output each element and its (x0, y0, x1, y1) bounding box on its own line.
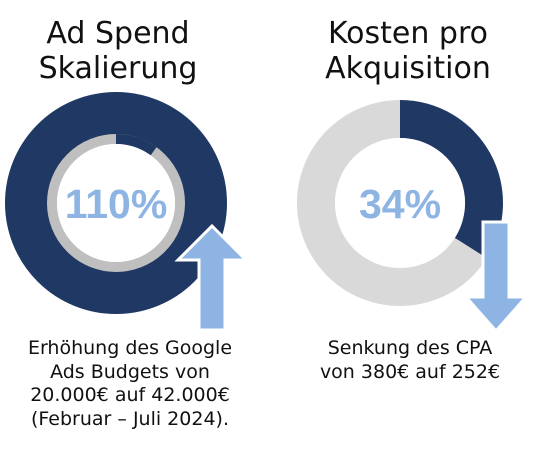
center-value-label: 110% (65, 181, 168, 227)
chart-title-line: Ad Spend (46, 16, 190, 51)
chart-title-line: Skalierung (38, 51, 198, 86)
caption-line: von 380€ auf 252€ (319, 360, 501, 383)
caption-line: Ads Budgets von (50, 360, 210, 383)
outer-ring-ad-spend (5, 92, 227, 314)
caption-line: (Februar – Juli 2024). (31, 407, 229, 430)
arrow-up-icon (174, 223, 250, 332)
center-value-label: 34% (359, 181, 441, 227)
caption-line: Erhöhung des Google (27, 337, 233, 359)
caption-cpa: Senkung des CPA von 380€ auf 252€ (298, 337, 522, 384)
caption-line: 20.000€ auf 42.000€ (30, 384, 230, 406)
donut-chart-cpa: 34% (297, 100, 503, 306)
caption-line: Senkung des CPA (327, 337, 493, 359)
outer-ring-slice (400, 100, 503, 259)
chart-title-cpa: Kosten pro Akquisition (296, 16, 520, 86)
donut-chart-ad-spend: 110% (5, 92, 227, 314)
arrow-down-icon (462, 220, 530, 334)
caption-ad-spend: Erhöhung des Google Ads Budgets von 20.0… (0, 337, 260, 431)
inner-ring-slice (115, 134, 157, 156)
chart-title-line: Kosten pro (327, 16, 488, 51)
donut-hole (57, 144, 175, 262)
chart-title-ad-spend: Ad Spend Skalierung (8, 16, 228, 86)
donut-hole (335, 138, 465, 268)
chart-title-line: Akquisition (325, 51, 491, 86)
